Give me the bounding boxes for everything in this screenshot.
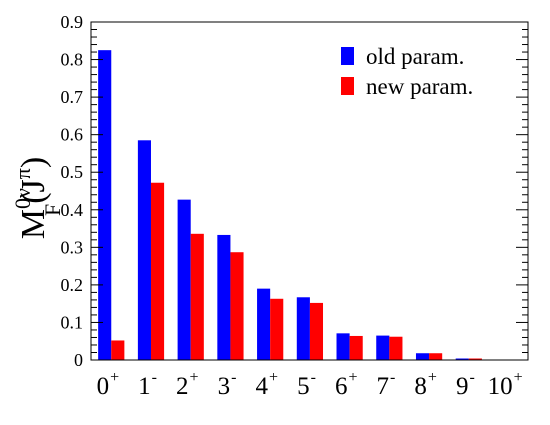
x-tick-label-1: 1- [138,369,157,400]
bar-new-2 [190,233,204,360]
legend: old param. new param. [341,44,473,99]
y-label-open: (J [15,179,52,204]
x-tick-label-6: 6+ [335,369,358,400]
x-tick-label-9: 9- [456,369,475,400]
bar-new-9 [468,358,482,360]
y-label-base: M [15,209,52,239]
plot-frame [90,21,529,361]
x-tick-label-3: 3- [218,369,237,400]
x-tick-label-7: 7- [377,369,396,400]
bar-old-1 [137,140,151,360]
bar-new-1 [150,182,165,360]
x-tick-label-2: 2+ [176,369,199,400]
bar-new-0 [111,340,125,360]
bar-old-2 [177,199,191,360]
x-tick-label-0: 0+ [97,369,120,400]
bar-new-4 [270,298,284,360]
legend-swatch-old-param [341,47,354,65]
bar-new-3 [230,252,244,360]
x-tick-labels-group: 0+ 1- 2+ 3- 4+ 5- 6+ 7- 8+ 9- 10+ [97,369,523,400]
bars-group [98,50,482,361]
x-tick-label-8: 8+ [414,369,437,400]
bar-old-6 [336,333,350,360]
x-tick-label-10: 10+ [488,369,523,400]
y-tick-label: 0.4 [61,200,84,220]
bar-old-7 [376,335,390,360]
bar-old-0 [98,50,112,361]
bar-old-9 [455,358,469,360]
y-tick-label: 0.9 [61,12,84,32]
bar-new-7 [389,336,403,360]
bar-old-5 [296,297,310,360]
bar-new-8 [429,353,443,360]
legend-label-new-param: new param. [366,74,473,99]
y-tick-label: 0.2 [61,275,84,295]
y-tick-label: 0.1 [61,312,84,332]
y-tick-label: 0.6 [61,125,84,145]
y-tick-label: 0.8 [61,50,84,70]
y-axis-label: M0ν F(Jπ) [10,157,65,239]
x-tick-label-4: 4+ [256,369,279,400]
legend-swatch-new-param [341,77,354,95]
legend-label-old-param: old param. [366,44,464,69]
x-tick-label-5: 5- [297,369,316,400]
y-label-subscript: F [40,204,65,216]
y-tick-label: 0 [74,350,83,370]
y-tick-label: 0.3 [61,237,84,257]
y-ticks-group: 0 0.1 0.2 0.3 0.4 0.5 0.6 0.7 0.8 0.9 [61,12,528,370]
y-label-superscript: 0ν [10,188,35,209]
bar-old-4 [257,288,271,360]
y-label-close: ) [15,157,52,168]
y-label-argument-superscript: π [10,168,35,179]
bar-new-5 [309,302,324,360]
bar-new-6 [349,335,363,360]
bar-old-3 [217,234,231,360]
axes-group [90,21,529,361]
y-tick-label: 0.7 [61,87,84,107]
y-tick-label: 0.5 [61,162,84,182]
bar-old-8 [415,353,430,360]
